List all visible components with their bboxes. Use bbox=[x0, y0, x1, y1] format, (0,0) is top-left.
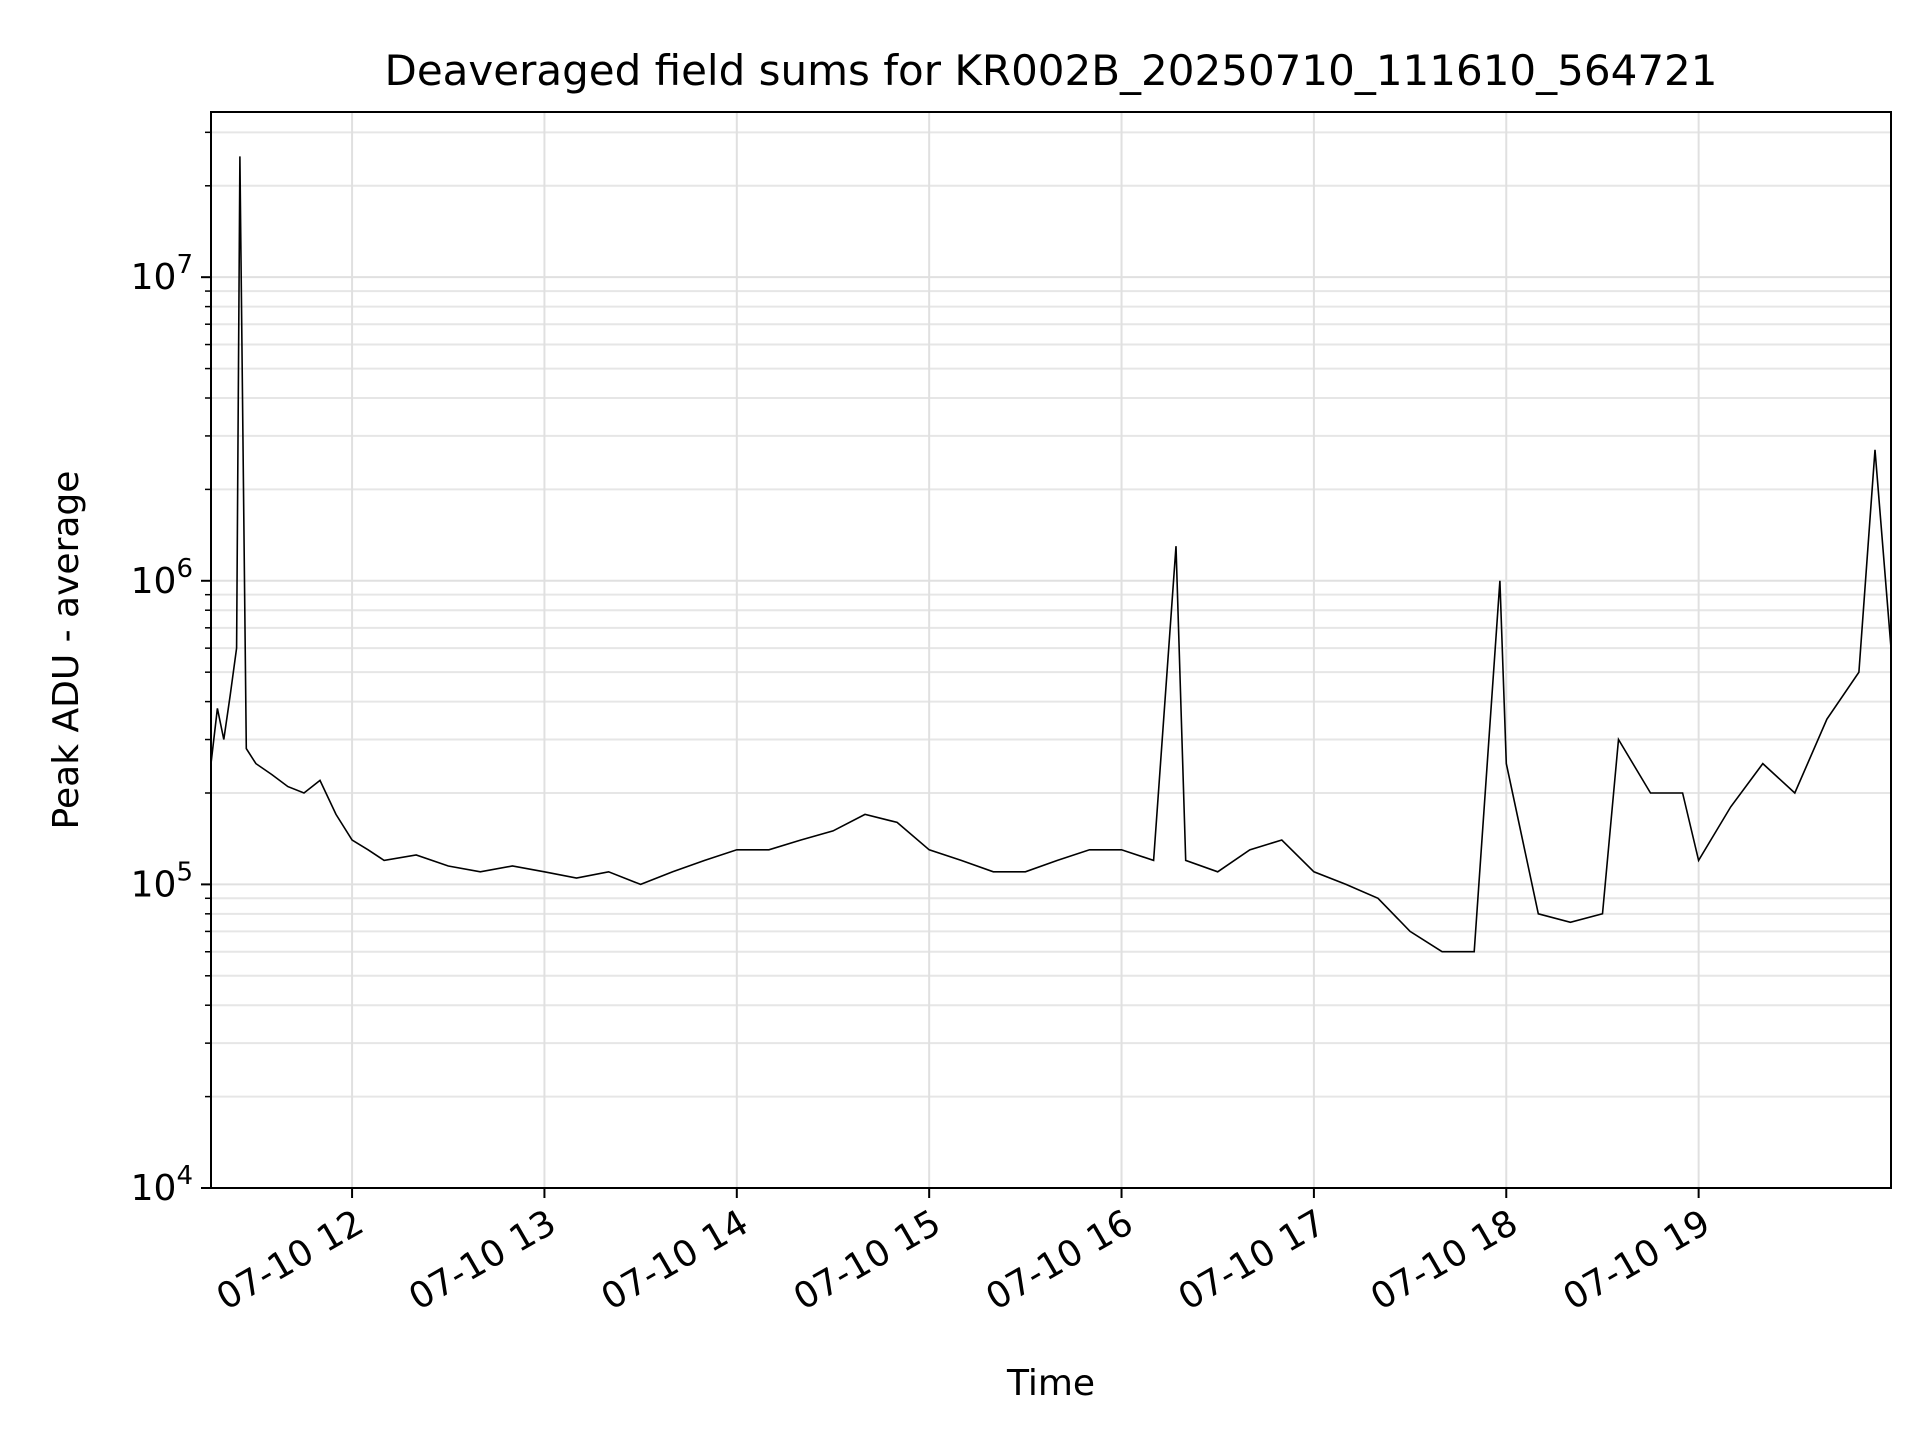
y-axis-label: Peak ADU - average bbox=[46, 471, 87, 830]
axes-frame bbox=[210, 111, 1892, 1189]
y-tick-label: 107 bbox=[131, 250, 193, 298]
data-series-line bbox=[210, 156, 1892, 953]
y-tick-label: 105 bbox=[131, 857, 193, 905]
x-axis-label: Time bbox=[1006, 1363, 1095, 1404]
chart-title: Deaveraged field sums for KR002B_2025071… bbox=[385, 46, 1718, 95]
plot-area bbox=[210, 156, 1892, 953]
grid bbox=[211, 112, 1891, 1189]
